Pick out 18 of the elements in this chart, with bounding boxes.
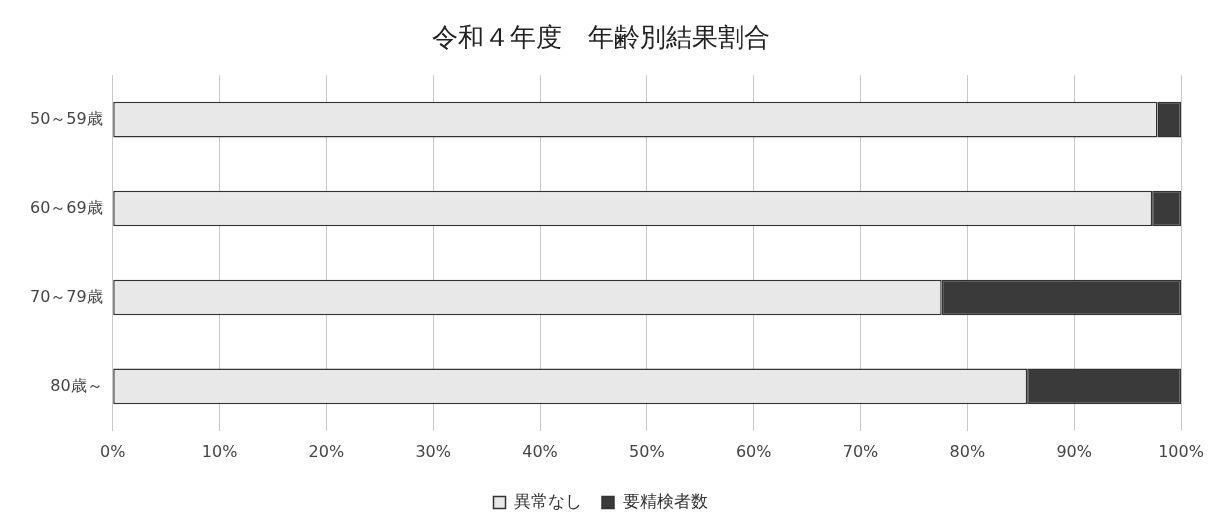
x-tick-label: 80% — [949, 441, 986, 461]
x-tick-label: 60% — [735, 441, 772, 461]
x-tick-label: 40% — [522, 441, 558, 461]
x-tick-label: 20% — [308, 441, 345, 461]
x-tick-label: 0% — [100, 441, 126, 461]
x-tick-label: 10% — [201, 441, 238, 461]
y-tick-label: 60～69歳 — [30, 197, 103, 217]
x-tick-label: 50% — [629, 441, 665, 461]
legend-label: 要精検者数 — [622, 490, 708, 511]
x-tick-label: 30% — [415, 441, 451, 461]
y-tick-label: 70～79歳 — [30, 286, 103, 306]
legend-label: 異常なし — [514, 490, 582, 511]
x-tick-label: 100% — [1158, 441, 1204, 461]
y-tick-label: 80歳～ — [50, 375, 103, 395]
y-tick-label: 50～59歳 — [30, 108, 103, 128]
x-tick-label: 70% — [842, 441, 879, 461]
chart-title: 令和４年度 年齢別結果割合 — [431, 22, 770, 53]
x-tick-label: 90% — [1056, 441, 1092, 461]
